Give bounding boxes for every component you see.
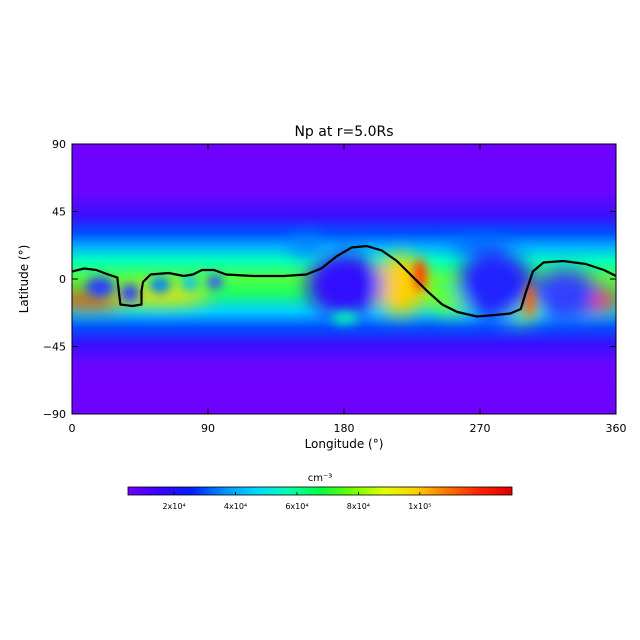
y-tick-label: −90 [43, 408, 66, 421]
colorbar-ticks: 2x10⁴ 4x10⁴ 6x10⁴ 8x10⁴ 1x10⁵ [162, 492, 431, 511]
colorbar-unit-label: cm⁻³ [308, 473, 333, 484]
colorbar [127, 486, 513, 496]
colorbar-tick-label: 4x10⁴ [224, 502, 247, 511]
x-axis: 0 90 180 270 360 [69, 144, 627, 435]
colorbar-tick-label: 2x10⁴ [162, 502, 185, 511]
x-tick-label: 360 [606, 422, 627, 435]
colorbar-tick-label: 1x10⁵ [408, 502, 431, 511]
y-tick-label: 0 [59, 273, 66, 286]
neutral-line [72, 244, 616, 318]
heatmap-field [72, 144, 616, 414]
colorbar-tick-label: 6x10⁴ [285, 502, 308, 511]
x-tick-label: 270 [470, 422, 491, 435]
x-tick-label: 0 [69, 422, 76, 435]
y-tick-label: 90 [52, 138, 66, 151]
y-tick-label: 45 [52, 206, 66, 219]
y-axis: 90 45 0 −45 −90 [43, 138, 616, 421]
x-tick-label: 180 [334, 422, 355, 435]
y-axis-label: Latitude (°) [17, 245, 31, 314]
colorbar-tick-label: 8x10⁴ [347, 502, 370, 511]
x-tick-label: 90 [201, 422, 215, 435]
y-tick-label: −45 [43, 341, 66, 354]
x-axis-label: Longitude (°) [305, 437, 384, 451]
chart-title: Np at r=5.0Rs [294, 124, 393, 140]
